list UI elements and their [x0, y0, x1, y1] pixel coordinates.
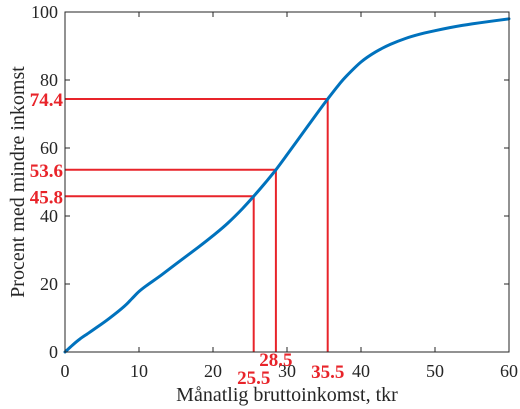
reference-x-label: 28.5 [259, 350, 292, 371]
reference-lines [65, 98, 329, 352]
y-tick-label: 80 [40, 70, 58, 90]
x-tick-label: 30 [278, 361, 296, 381]
reference-y-label: 53.6 [30, 161, 63, 182]
curve-layer [63, 17, 511, 354]
y-tick-label: 40 [40, 206, 58, 226]
x-tick-label: 40 [352, 361, 370, 381]
axes: 0 10 20 30 40 50 60 0 20 40 60 80 100 [31, 2, 518, 381]
x-tick-label: 10 [130, 361, 148, 381]
y-tick-label: 20 [40, 274, 58, 294]
y-tick-label: 60 [40, 138, 58, 158]
x-axis-label: Månatlig bruttoinkomst, tkr [176, 384, 398, 406]
x-tick-label: 60 [500, 361, 518, 381]
reference-x-label: 25.5 [237, 368, 270, 389]
x-tick-label: 50 [426, 361, 444, 381]
y-tick-label: 0 [49, 342, 58, 362]
reference-y-label: 45.8 [30, 187, 63, 208]
x-tick-label: 0 [61, 361, 70, 381]
y-axis-label: Procent med mindre inkomst [7, 66, 29, 298]
x-tick-label: 20 [204, 361, 222, 381]
y-tick-label: 100 [31, 2, 58, 22]
income-distribution-curve [63, 17, 511, 354]
reference-y-label: 74.4 [30, 90, 64, 111]
reference-x-label: 35.5 [311, 362, 344, 383]
reference-labels: 45.8 25.5 53.6 28.5 74.4 35.5 [30, 90, 345, 389]
